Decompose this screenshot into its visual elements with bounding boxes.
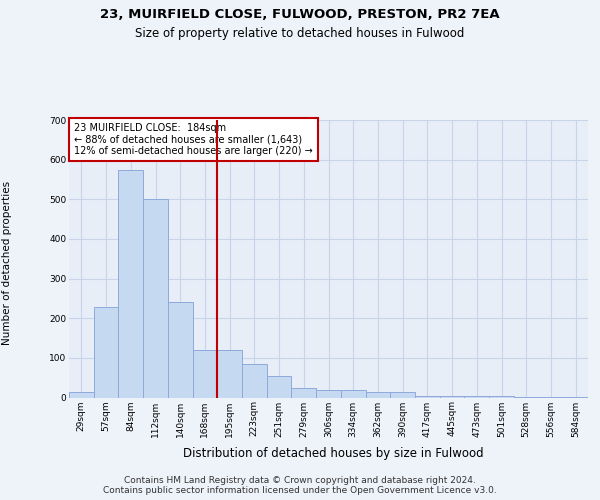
Bar [242,364,267,398]
Bar [390,392,415,398]
Text: 23 MUIRFIELD CLOSE:  184sqm
← 88% of detached houses are smaller (1,643)
12% of : 23 MUIRFIELD CLOSE: 184sqm ← 88% of deta… [74,123,313,156]
Bar [341,390,365,398]
Bar [217,350,242,398]
Bar [94,307,118,398]
Bar [489,396,514,398]
Bar [464,396,489,398]
Bar [292,388,316,398]
Text: 23, MUIRFIELD CLOSE, FULWOOD, PRESTON, PR2 7EA: 23, MUIRFIELD CLOSE, FULWOOD, PRESTON, P… [100,8,500,20]
Text: Number of detached properties: Number of detached properties [2,180,12,344]
Bar [563,396,588,398]
Bar [440,396,464,398]
Text: Distribution of detached houses by size in Fulwood: Distribution of detached houses by size … [182,448,484,460]
Bar [168,302,193,398]
Bar [193,350,217,398]
Bar [365,392,390,398]
Bar [415,396,440,398]
Text: Size of property relative to detached houses in Fulwood: Size of property relative to detached ho… [136,28,464,40]
Bar [267,376,292,398]
Bar [539,396,563,398]
Bar [118,170,143,398]
Bar [514,396,539,398]
Bar [69,392,94,398]
Bar [143,200,168,398]
Bar [316,390,341,398]
Text: Contains HM Land Registry data © Crown copyright and database right 2024.
Contai: Contains HM Land Registry data © Crown c… [103,476,497,495]
